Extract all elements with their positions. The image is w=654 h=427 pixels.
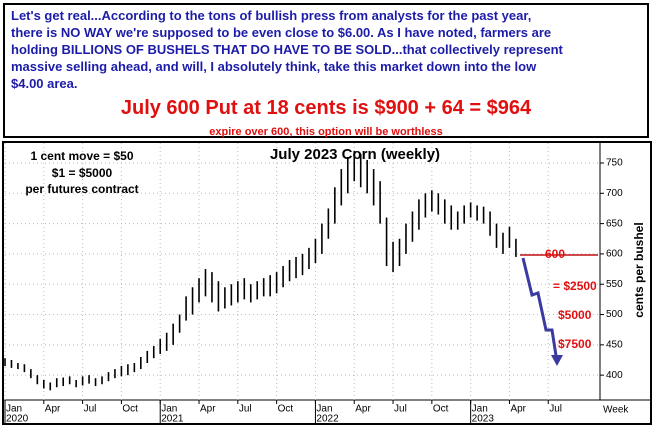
x-tick-label: Apr bbox=[355, 404, 371, 415]
note-line: holding BILLIONS OF BUSHELS THAT DO HAVE… bbox=[11, 42, 563, 57]
x-tick-label: Oct bbox=[122, 404, 138, 415]
projection-arrow bbox=[521, 257, 559, 363]
annotation: $5000 bbox=[558, 308, 592, 322]
info-line: 1 cent move = $50 bbox=[30, 149, 133, 163]
x-tick-label: Apr bbox=[510, 404, 526, 415]
x-axis-label: Week bbox=[603, 405, 629, 416]
x-tick-label: Jan bbox=[316, 404, 332, 415]
x-tick-label: Jan bbox=[161, 404, 177, 415]
subline: expire over 600, this option will be wor… bbox=[209, 126, 443, 138]
note-line: Let's get real...According to the tons o… bbox=[11, 8, 532, 23]
x-tick-label: Oct bbox=[278, 404, 294, 415]
x-tick-label: Apr bbox=[45, 404, 61, 415]
note-box: Let's get real...According to the tons o… bbox=[3, 3, 649, 138]
y-tick-label: 500 bbox=[606, 309, 623, 320]
x-tick-label: Jul bbox=[84, 404, 97, 415]
x-tick-label: Jul bbox=[549, 404, 562, 415]
y-tick-label: 650 bbox=[606, 218, 623, 229]
info-line: $1 = $5000 bbox=[52, 166, 113, 180]
x-tick-label: Jul bbox=[239, 404, 252, 415]
info-line: per futures contract bbox=[25, 182, 138, 196]
x-tick-label: Jan bbox=[6, 404, 22, 415]
x-tick-label: Apr bbox=[200, 404, 216, 415]
annotation: $7500 bbox=[558, 337, 592, 351]
x-tick-label: Oct bbox=[433, 404, 449, 415]
annotation: 600 bbox=[545, 247, 565, 261]
y-tick-label: 750 bbox=[606, 158, 623, 169]
year-label: 2023 bbox=[472, 414, 495, 425]
year-label: 2020 bbox=[6, 414, 29, 425]
y-axis-label: cents per bushel bbox=[632, 222, 646, 317]
year-label: 2022 bbox=[316, 414, 339, 425]
x-tick-label: Jul bbox=[394, 404, 407, 415]
chart-title: July 2023 Corn (weekly) bbox=[270, 146, 440, 163]
y-tick-label: 700 bbox=[606, 188, 623, 199]
annotation: = $2500 bbox=[553, 279, 597, 293]
y-tick-label: 550 bbox=[606, 279, 623, 290]
y-tick-label: 450 bbox=[606, 339, 623, 350]
arrow-head bbox=[551, 355, 563, 366]
note-line: there is NO WAY we're supposed to be eve… bbox=[11, 25, 552, 40]
note-line: $4.00 area. bbox=[11, 76, 78, 91]
y-tick-label: 600 bbox=[606, 249, 623, 260]
y-tick-label: 400 bbox=[606, 370, 623, 381]
x-tick-label: Jan bbox=[472, 404, 488, 415]
headline: July 600 Put at 18 cents is $900 + 64 = … bbox=[120, 97, 532, 119]
note-line: massive selling ahead, and will, I absol… bbox=[11, 59, 537, 74]
year-label: 2021 bbox=[161, 414, 184, 425]
chart-frame bbox=[2, 141, 652, 425]
